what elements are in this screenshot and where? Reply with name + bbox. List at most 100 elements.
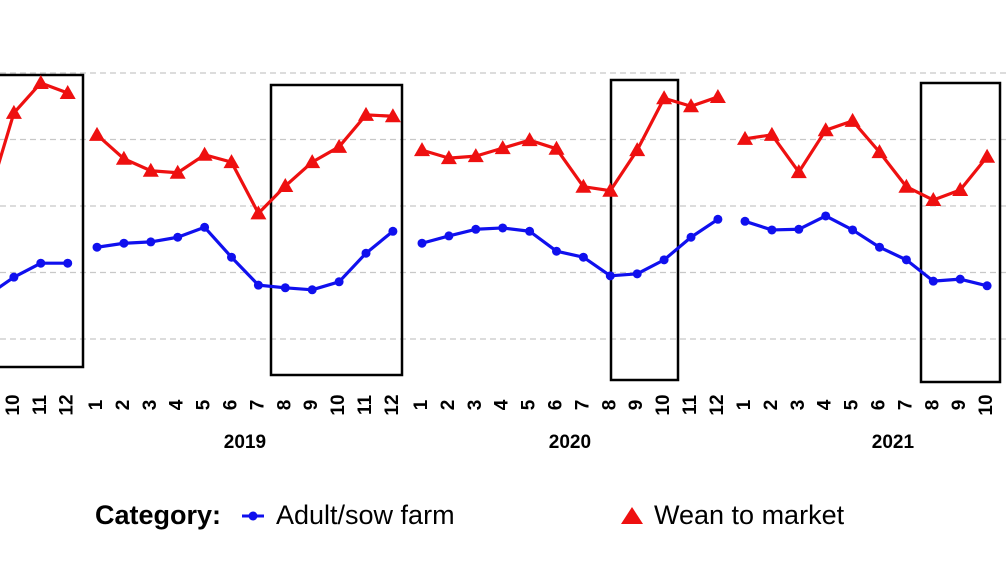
marker [498,223,508,233]
x-tick-label: 6 [869,400,890,411]
marker [304,154,321,169]
legend-title: Category: [95,500,221,530]
series-line [0,81,69,165]
legend: Category: Adult/sow farm Wean to market [95,500,845,530]
x-tick-label: 1 [411,399,432,410]
marker [928,276,938,286]
series-line [421,95,719,193]
marker [552,246,561,256]
marker [384,108,401,123]
x-tick-label: 1 [86,399,107,410]
marker [898,178,915,193]
legend-swatch [248,511,258,521]
legend-label: Adult/sow farm [276,500,455,530]
x-tick-label: 10 [653,394,674,415]
legend-item: Wean to market [621,500,845,530]
legend-item: Adult/sow farm [242,500,455,530]
x-tick-label: 12 [707,394,728,415]
marker [92,242,102,252]
x-tick-label: 7 [895,400,916,411]
marker [602,182,619,197]
marker [713,214,723,224]
marker [417,238,427,248]
marker [388,226,398,236]
legend-label: Wean to market [654,500,845,530]
marker [173,232,183,242]
x-tick-label: 5 [194,399,215,410]
series-line [744,119,989,202]
x-tick-label: 9 [949,400,970,411]
marker [605,271,615,281]
marker [629,142,646,157]
marker [817,122,834,137]
marker [575,178,592,193]
marker [925,192,942,207]
x-tick-label: 3 [788,400,809,411]
marker [548,140,565,155]
x-tick-label: 6 [221,400,242,411]
x-tick-label: 5 [842,399,863,410]
marker [955,274,965,284]
marker [952,182,969,197]
x-tick-label: 4 [815,399,836,410]
marker [59,84,76,99]
x-tick-label: 2 [438,400,459,411]
marker [358,106,374,121]
marker [740,216,750,226]
marker [901,255,911,265]
x-tick-label: 4 [492,399,513,410]
highlight-box [269,83,404,377]
marker [89,126,105,141]
marker [790,164,807,179]
x-tick-label: 3 [140,400,161,411]
marker [979,148,996,163]
marker [871,144,888,159]
marker [63,258,73,268]
marker [525,226,535,236]
x-tick-label: 2 [113,400,134,411]
series-line [95,113,393,215]
x-tick-label: 8 [274,400,295,411]
x-tick-label: 5 [519,399,540,410]
marker [686,232,696,242]
x-tick-label: 10 [976,394,997,415]
marker [331,138,348,153]
series-line [96,225,394,292]
marker [277,178,294,193]
series-line [744,214,988,288]
marker [32,74,49,89]
marker [737,130,753,145]
marker [794,224,804,234]
x-tick-label: 11 [355,395,376,416]
x-tick-label: 12 [382,394,403,415]
x-tick-label: 2 [761,400,782,411]
marker [763,126,780,141]
x-tick-label: 12 [57,394,78,415]
highlight-box [609,78,680,382]
x-tick-label: 6 [546,400,567,411]
x-tick-label: 7 [572,400,593,411]
x-tick-label: 1 [734,399,755,410]
marker [709,88,726,103]
x-tick-label: 11 [680,395,701,416]
x-tick-label: 8 [922,400,943,411]
marker [142,162,159,177]
marker [250,205,267,220]
marker [494,140,511,155]
marker [115,150,132,165]
marker [982,281,992,291]
marker [307,285,317,295]
marker [821,211,831,221]
panel-label: 2019 [224,432,266,453]
marker [169,164,186,179]
marker [196,146,213,161]
marker [659,255,669,265]
marker [632,269,642,279]
marker [334,277,344,287]
marker [578,252,588,262]
panel-label: 2020 [549,432,591,453]
marker [5,104,22,119]
legend-swatch [621,507,643,524]
